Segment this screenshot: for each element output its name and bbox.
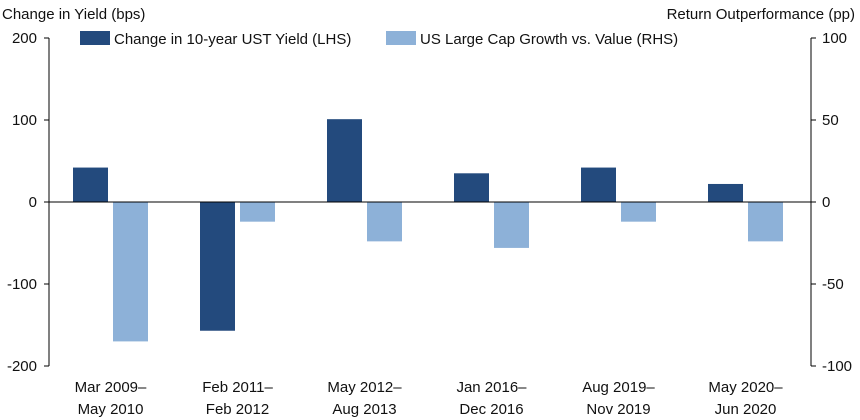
category-label: Aug 2019– — [582, 379, 655, 396]
bar-yield-0 — [73, 167, 108, 202]
category-label: Mar 2009– — [75, 379, 147, 396]
left-axis-ticks: 200 100 0 -100 -200 — [7, 30, 49, 375]
category-label: May 2010 — [78, 401, 144, 418]
right-tick-label: -100 — [822, 358, 852, 375]
category-label: Feb 2012 — [206, 401, 269, 418]
bar-growth-value-5 — [748, 202, 783, 242]
legend-label-growth-value: US Large Cap Growth vs. Value (RHS) — [420, 31, 678, 48]
category-label: Jun 2020 — [715, 401, 777, 418]
bar-growth-value-2 — [367, 202, 402, 242]
category-labels: Mar 2009– May 2010 Feb 2011– Feb 2012 May 20… — [75, 379, 784, 418]
category-label: Feb 2011– — [202, 379, 273, 396]
right-tick-label: 50 — [822, 112, 839, 129]
left-tick-label: 200 — [12, 30, 37, 47]
bar-growth-value-0 — [113, 202, 148, 342]
right-tick-label: 0 — [822, 194, 830, 211]
left-tick-label: 0 — [29, 194, 37, 211]
legend-label-yield: Change in 10-year UST Yield (LHS) — [114, 31, 351, 48]
bar-yield-3 — [454, 173, 489, 202]
bar-growth-value-4 — [621, 202, 656, 222]
right-tick-label: 100 — [822, 30, 847, 47]
category-label: May 2020– — [708, 379, 783, 396]
legend-swatch-yield — [80, 31, 110, 45]
left-tick-label: -200 — [7, 358, 37, 375]
category-label: May 2012– — [327, 379, 402, 396]
category-label: Dec 2016 — [459, 401, 523, 418]
legend: Change in 10-year UST Yield (LHS) US Lar… — [80, 31, 678, 48]
category-label: Aug 2013 — [332, 401, 396, 418]
bar-yield-5 — [708, 183, 743, 202]
right-axis-ticks: 100 50 0 -50 -100 — [811, 30, 852, 375]
bar-yield-4 — [581, 167, 616, 202]
category-label: Jan 2016– — [456, 379, 527, 396]
bar-yield-1 — [200, 202, 235, 331]
right-axis-title: Return Outperformance (pp) — [667, 6, 855, 23]
bars — [73, 119, 783, 342]
bar-growth-value-1 — [240, 202, 275, 222]
bar-growth-value-3 — [494, 202, 529, 248]
left-tick-label: -100 — [7, 276, 37, 293]
bar-yield-2 — [327, 119, 362, 202]
category-label: Nov 2019 — [586, 401, 650, 418]
legend-swatch-growth-value — [386, 31, 416, 45]
left-axis-title: Change in Yield (bps) — [2, 6, 145, 23]
left-tick-label: 100 — [12, 112, 37, 129]
right-tick-label: -50 — [822, 276, 844, 293]
